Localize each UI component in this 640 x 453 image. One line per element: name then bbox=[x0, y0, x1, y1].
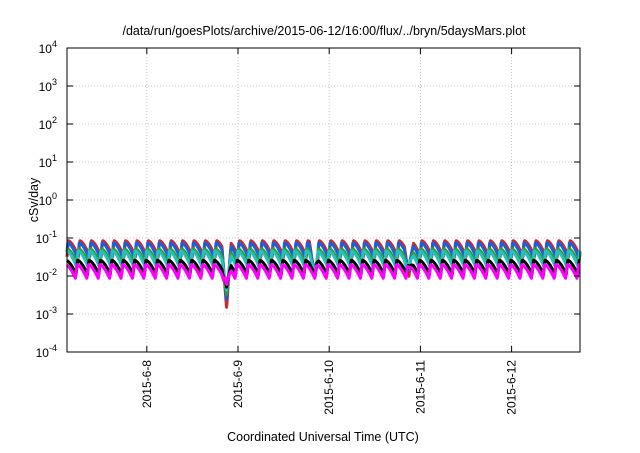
y-tick-label: 10-1 bbox=[36, 229, 57, 246]
series-line bbox=[65, 247, 582, 296]
y-tick-label: 104 bbox=[39, 39, 57, 56]
x-axis-label: Coordinated Universal Time (UTC) bbox=[227, 430, 419, 444]
x-tick-label: 2015-6-12 bbox=[505, 360, 519, 415]
axis-ticks: 10-4 10-3 10-2 10-1 100 101 102 103 104 2015-6-8 2… bbox=[36, 39, 580, 415]
series-line bbox=[65, 239, 582, 309]
y-tick-label: 10-3 bbox=[36, 305, 57, 322]
y-tick-label: 102 bbox=[39, 115, 57, 132]
y-axis-label: cSv/day bbox=[27, 177, 41, 222]
x-tick-label: 2015-6-11 bbox=[413, 360, 427, 414]
x-tick-label: 2015-6-10 bbox=[322, 360, 336, 415]
x-tick-label: 2015-6-9 bbox=[231, 360, 245, 408]
plot-frame bbox=[66, 47, 581, 353]
y-tick-label: 103 bbox=[39, 77, 57, 94]
series-line bbox=[65, 249, 582, 292]
series-group bbox=[65, 239, 582, 309]
y-tick-label: 10-4 bbox=[36, 343, 57, 360]
series-line bbox=[65, 263, 582, 286]
series-line bbox=[65, 258, 582, 289]
chart-title: /data/run/goesPlots/archive/2015-06-12/1… bbox=[122, 24, 526, 38]
y-tick-label: 10-2 bbox=[36, 267, 57, 284]
x-tick-label: 2015-6-8 bbox=[140, 360, 154, 408]
y-tick-label: 100 bbox=[39, 191, 57, 208]
series-line bbox=[65, 241, 582, 302]
grid bbox=[67, 48, 580, 352]
y-tick-label: 101 bbox=[39, 153, 57, 170]
